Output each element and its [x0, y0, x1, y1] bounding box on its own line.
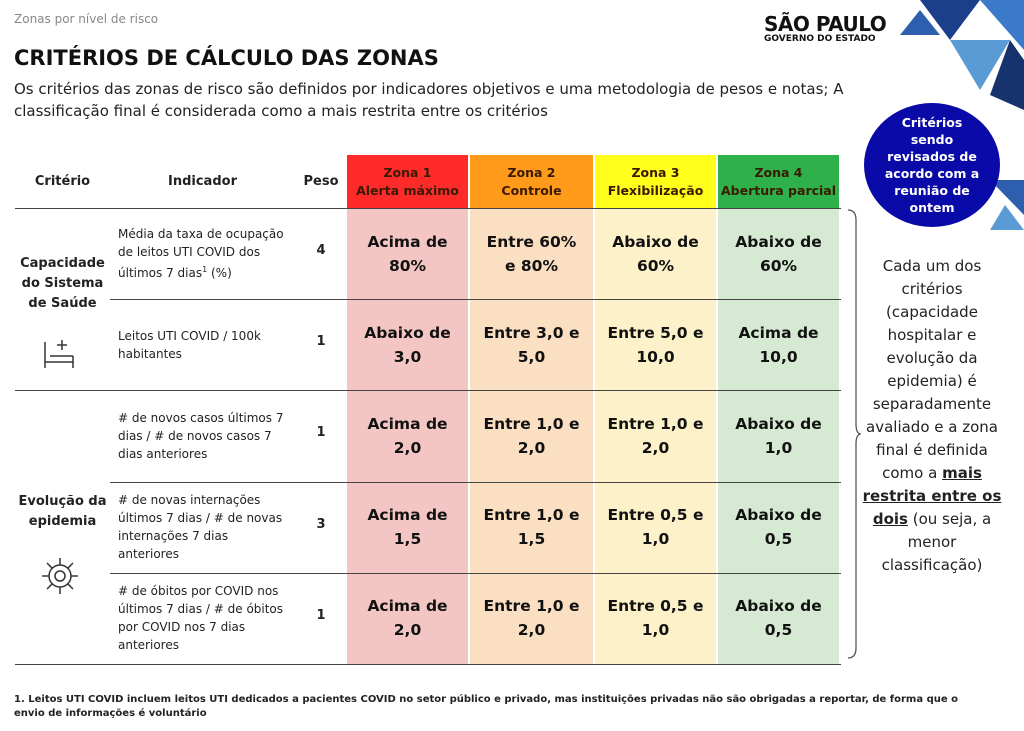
- column-header: Peso: [303, 174, 339, 189]
- rule: [15, 664, 841, 665]
- zone-header: Zona 4 Abertura parcial: [718, 155, 839, 208]
- zone-value: Entre 1,0 e 2,0: [483, 414, 580, 457]
- badge: Critérios sendo revisados de acordo com …: [864, 103, 1000, 227]
- footnote-mark: 1: [202, 265, 208, 275]
- zone-value: Abaixo de 0,5: [735, 506, 822, 549]
- footnote: 1. Leitos UTI COVID incluem leitos UTI d…: [14, 694, 958, 719]
- zone-value: Abaixo de 60%: [612, 232, 699, 275]
- logo-subtitle: GOVERNO DO ESTADO: [764, 34, 876, 44]
- zone-label: Alerta máximo: [356, 182, 459, 198]
- indicator-text: # de óbitos por COVID nos últimos 7 dias…: [118, 582, 289, 654]
- indicator-text: Média da taxa de ocupação de leitos UTI …: [118, 225, 289, 282]
- zone-column: [718, 208, 839, 664]
- logo-title: SÃO PAULO: [764, 12, 887, 36]
- indicator: # de novos casos últimos 7 dias / # de n…: [118, 390, 295, 481]
- weight: 1: [316, 425, 326, 441]
- rule: [15, 390, 841, 392]
- indicator: Média da taxa de ocupação de leitos UTI …: [118, 208, 295, 299]
- weight: 1: [316, 607, 326, 623]
- rule: [110, 481, 841, 483]
- zone-value: Acima de 2,0: [367, 414, 448, 457]
- indicator-text: Leitos UTI COVID / 100k habitantes: [118, 327, 289, 363]
- zone-label: Controle: [501, 182, 562, 198]
- side-note-text: Cada um dos critérios (capacidade hospit…: [866, 257, 998, 482]
- zone-value: Abaixo de 0,5: [735, 597, 822, 640]
- zone-header: Zona 1 Alerta máximo: [347, 155, 468, 208]
- weight: 4: [316, 243, 326, 259]
- zone-name: Zona 2: [507, 164, 556, 180]
- indicator-text: # de novos casos últimos 7 dias / # de n…: [118, 409, 289, 463]
- zone-column: [470, 208, 593, 664]
- indicator-text: Leitos UTI COVID / 100k habitantes: [118, 328, 261, 361]
- subtitle: Os critérios das zonas de risco são defi…: [14, 80, 844, 120]
- zone-header: Zona 3 Flexibilização: [595, 155, 716, 208]
- rule: [15, 208, 841, 209]
- zone-column: [595, 208, 716, 664]
- zone-value: Entre 1,0 e 2,0: [483, 597, 580, 640]
- brace: [847, 209, 862, 659]
- decor: [900, 0, 1024, 230]
- zone-column: [347, 208, 468, 664]
- group-name: Evolução da epidemia: [18, 494, 107, 530]
- zone-name: Zona 1: [383, 164, 432, 180]
- zone-value: Abaixo de 3,0: [364, 323, 451, 366]
- indicator: # de novas internações últimos 7 dias / …: [118, 482, 295, 573]
- zone-value: Abaixo de 1,0: [735, 414, 822, 457]
- side-note-text: (ou seja, a menor classificação): [881, 510, 992, 574]
- zone-header: Zona 2 Controle: [470, 155, 593, 208]
- zone-value: Acima de 10,0: [738, 323, 819, 366]
- zone-value: Acima de 2,0: [367, 597, 448, 640]
- column-header: Critério: [34, 174, 91, 189]
- breadcrumb: Zonas por nível de risco: [14, 12, 159, 26]
- indicator-text: Média da taxa de ocupação de leitos UTI …: [118, 227, 284, 281]
- virus-icon: [42, 558, 78, 594]
- column-header: Indicador: [168, 174, 237, 189]
- side-note: Cada um dos critérios (capacidade hospit…: [862, 255, 1002, 577]
- indicator: Leitos UTI COVID / 100k habitantes: [118, 299, 295, 390]
- zone-value: Entre 0,5 e 1,0: [607, 506, 704, 549]
- zone-value: Entre 1,0 e 1,5: [483, 506, 580, 549]
- side-note-emphasis: mais restrita entre os dois: [862, 464, 1002, 528]
- zone-value: Acima de 80%: [367, 232, 448, 275]
- indicator: # de óbitos por COVID nos últimos 7 dias…: [118, 573, 295, 664]
- zone-value: Entre 3,0 e 5,0: [483, 323, 580, 366]
- zone-label: Flexibilização: [607, 182, 704, 198]
- title: CRITÉRIOS DE CÁLCULO DAS ZONAS: [14, 46, 439, 70]
- indicator-text: # de novas internações últimos 7 dias / …: [118, 493, 283, 562]
- zone-value: Entre 60% e 80%: [486, 232, 577, 275]
- indicator-text: (%): [207, 266, 232, 281]
- indicator-text: # de novos casos últimos 7 dias / # de n…: [118, 410, 284, 461]
- bed-icon: [44, 340, 74, 368]
- zone-value: Abaixo de 60%: [735, 232, 822, 275]
- zone-value: Entre 5,0 e 10,0: [607, 323, 704, 366]
- rule: [110, 299, 841, 301]
- zone-value: Acima de 1,5: [367, 506, 448, 549]
- rule: [110, 572, 841, 574]
- group-name: Capacidade do Sistema de Saúde: [20, 256, 105, 312]
- zone-label: Abertura parcial: [720, 182, 837, 198]
- zone-name: Zona 3: [631, 164, 680, 180]
- zone-name: Zona 4: [754, 164, 803, 180]
- indicator-text: # de novas internações últimos 7 dias / …: [118, 491, 289, 563]
- indicator-text: # de óbitos por COVID nos últimos 7 dias…: [118, 584, 284, 653]
- weight: 3: [316, 516, 326, 532]
- weight: 1: [316, 334, 326, 350]
- zone-value: Entre 1,0 e 2,0: [607, 414, 704, 457]
- zone-value: Entre 0,5 e 1,0: [607, 597, 704, 640]
